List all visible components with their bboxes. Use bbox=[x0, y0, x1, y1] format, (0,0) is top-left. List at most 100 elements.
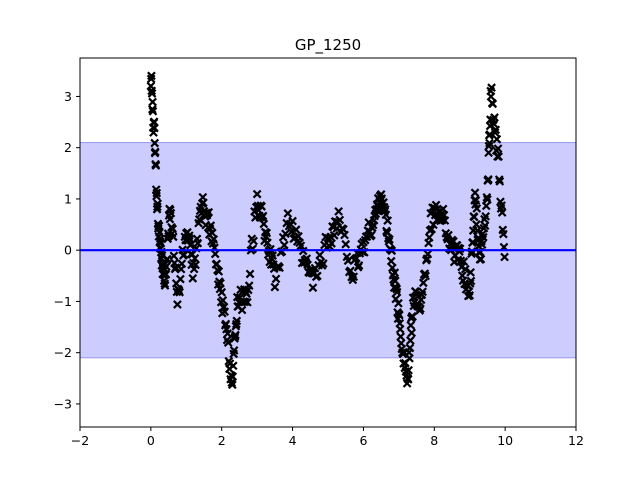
scatter-point bbox=[223, 329, 232, 338]
scatter-point bbox=[270, 282, 280, 292]
scatter-point bbox=[147, 89, 157, 98]
scatter-point bbox=[465, 291, 475, 300]
scatter-point bbox=[367, 230, 376, 240]
scatter-point bbox=[176, 274, 185, 284]
scatter-point bbox=[406, 320, 416, 330]
scatter-point bbox=[466, 267, 475, 277]
scatter-point bbox=[209, 235, 219, 244]
scatter-point bbox=[179, 250, 189, 260]
x-axis: −2 0 2 4 6 8 10 12 bbox=[71, 427, 584, 448]
scatter-point bbox=[483, 174, 493, 184]
scatter-point bbox=[245, 269, 255, 279]
x-tick-label: 4 bbox=[289, 433, 297, 448]
scatter-point bbox=[493, 144, 503, 153]
scatter-point bbox=[381, 210, 391, 220]
scatter-point bbox=[294, 231, 303, 241]
x-tick-label: 2 bbox=[218, 433, 226, 448]
y-tick-label: −3 bbox=[54, 396, 72, 411]
scatter-point bbox=[186, 240, 195, 250]
scatter-point bbox=[223, 338, 233, 348]
scatter-point bbox=[190, 254, 200, 263]
scatter-point bbox=[349, 272, 359, 282]
scatter-point bbox=[252, 189, 262, 199]
scatter-point bbox=[161, 262, 171, 271]
scatter-point bbox=[495, 177, 505, 186]
scatter-point bbox=[281, 229, 290, 239]
scatter-point bbox=[485, 138, 494, 148]
scatter-point bbox=[166, 208, 176, 218]
scatter-point bbox=[216, 278, 225, 288]
scatter-point bbox=[214, 267, 224, 276]
scatter-point bbox=[423, 249, 433, 259]
y-tick-label: −1 bbox=[54, 294, 72, 309]
scatter-point bbox=[151, 161, 161, 170]
scatter-point bbox=[340, 230, 349, 240]
scatter-point bbox=[210, 249, 220, 259]
scatter-point bbox=[153, 199, 163, 209]
scatter-point bbox=[218, 295, 228, 305]
scatter-point bbox=[497, 208, 507, 217]
plot-area bbox=[79, 57, 577, 428]
scatter-point bbox=[231, 330, 240, 340]
scatter-point bbox=[308, 283, 318, 293]
scatter-point bbox=[188, 273, 198, 283]
scatter-point bbox=[156, 238, 166, 248]
scatter-point bbox=[364, 217, 374, 227]
scatter-point bbox=[263, 238, 272, 248]
scatter-point bbox=[403, 374, 413, 384]
scatter-point bbox=[341, 239, 351, 249]
scatter-point bbox=[315, 250, 325, 260]
scatter-point bbox=[334, 207, 344, 216]
scatter-point bbox=[275, 263, 284, 273]
scatter-point bbox=[207, 228, 217, 238]
scatter-point bbox=[488, 99, 498, 109]
scatter-point bbox=[459, 257, 469, 266]
x-tick-label: 0 bbox=[147, 433, 155, 448]
scatter-point bbox=[491, 125, 501, 135]
scatter-point bbox=[291, 225, 301, 235]
scatter-point bbox=[312, 271, 322, 281]
scatter-point bbox=[249, 236, 258, 246]
scatter-point bbox=[259, 219, 269, 229]
scatter-point bbox=[288, 216, 297, 226]
scatter-point bbox=[494, 152, 504, 161]
scatter-point bbox=[279, 240, 289, 250]
scatter-point bbox=[318, 259, 328, 268]
scatter-point bbox=[237, 305, 247, 315]
scatter-point bbox=[421, 271, 430, 281]
scatter-point bbox=[440, 216, 450, 225]
y-tick-label: 1 bbox=[64, 191, 72, 206]
scatter-point bbox=[147, 86, 157, 96]
scatter-point bbox=[404, 365, 413, 375]
scatter-point bbox=[229, 346, 239, 355]
scatter-point bbox=[394, 298, 403, 308]
scatter-point bbox=[481, 201, 491, 211]
chart-title: GP_1250 bbox=[295, 36, 361, 55]
scatter-point bbox=[387, 263, 397, 273]
y-tick-label: 2 bbox=[64, 140, 72, 155]
scatter-point bbox=[391, 294, 401, 304]
scatter-point bbox=[154, 221, 164, 231]
scatter-point bbox=[204, 207, 214, 217]
scatter-point bbox=[476, 254, 486, 264]
scatter-point bbox=[481, 211, 491, 221]
scatter-point bbox=[467, 247, 477, 256]
scatter-point bbox=[303, 260, 313, 270]
scatter-point bbox=[483, 195, 492, 204]
scatter-point bbox=[424, 233, 434, 242]
scatter-point bbox=[327, 239, 336, 248]
scatter-point bbox=[418, 278, 428, 288]
scatter-point bbox=[257, 202, 266, 211]
scatter-point bbox=[152, 188, 162, 198]
axes-frame bbox=[79, 57, 577, 428]
scatter-point bbox=[268, 251, 278, 260]
scatter-point bbox=[228, 361, 238, 371]
scatter-point bbox=[148, 97, 158, 107]
scatter-point bbox=[405, 336, 415, 345]
scatter-point bbox=[418, 287, 428, 297]
scatter-point bbox=[228, 372, 238, 381]
y-tick-label: 0 bbox=[64, 243, 72, 258]
y-tick-label: 3 bbox=[64, 89, 72, 104]
scatter-point bbox=[467, 249, 476, 259]
